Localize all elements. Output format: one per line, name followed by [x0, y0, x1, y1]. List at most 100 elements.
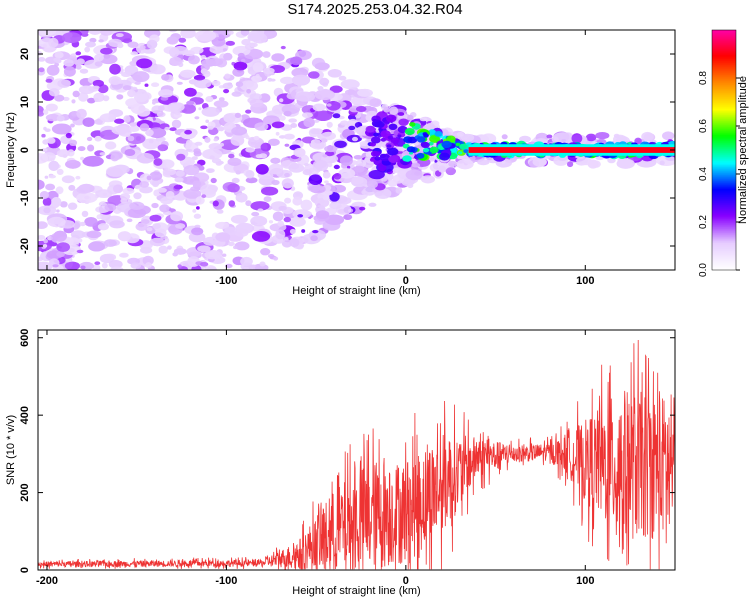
- heatmap-blob: [322, 171, 331, 179]
- heatmap-blob: [272, 211, 284, 222]
- signal-blob: [397, 134, 402, 138]
- colorbar-swatch: [712, 192, 736, 195]
- heatmap-blob: [125, 132, 131, 137]
- heatmap-blob: [595, 132, 610, 140]
- heatmap-blob: [54, 94, 65, 102]
- heatmap-blob: [469, 155, 476, 161]
- heatmap-blob: [310, 185, 326, 194]
- colorbar-swatch: [712, 166, 736, 169]
- signal-blob: [398, 118, 409, 126]
- heatmap-blob: [102, 95, 110, 102]
- signal-blob: [416, 152, 425, 159]
- heatmap-blob: [47, 216, 66, 228]
- heatmap-blob: [45, 113, 60, 122]
- heatmap-blob: [659, 160, 665, 166]
- heatmap-blob: [191, 156, 198, 161]
- colorbar-swatch: [712, 258, 736, 261]
- colorbar-swatch: [712, 36, 736, 39]
- heatmap-blob: [152, 117, 156, 121]
- heatmap-blob: [167, 245, 172, 250]
- heatmap-blob: [211, 37, 226, 47]
- heatmap-blob: [254, 122, 269, 131]
- heatmap-blob: [71, 111, 78, 117]
- colorbar-swatch: [712, 136, 736, 139]
- heatmap-blob: [117, 231, 132, 242]
- heatmap-blob: [245, 109, 252, 114]
- heatmap-blob: [368, 169, 385, 180]
- heatmap-blob: [56, 149, 70, 158]
- heatmap-blob: [200, 54, 206, 60]
- colorbar-swatch: [712, 76, 736, 79]
- signal-blob: [408, 151, 414, 155]
- signal-blob: [390, 137, 400, 144]
- colorbar-swatch: [712, 254, 736, 257]
- colorbar-swatch: [712, 262, 736, 265]
- signal-blob: [402, 155, 412, 162]
- heatmap-blob: [105, 141, 117, 150]
- heatmap-blob: [359, 206, 366, 211]
- heatmap-blob: [63, 59, 75, 67]
- colorbar-swatch: [712, 172, 736, 175]
- heatmap-blob: [350, 98, 363, 105]
- heatmap-blob: [149, 237, 165, 247]
- heatmap-blob: [616, 158, 635, 169]
- snr-frame: [37, 329, 676, 571]
- heatmap-blob: [42, 197, 52, 207]
- heatmap-blob: [329, 192, 340, 202]
- heatmap-blob: [103, 53, 111, 59]
- heatmap-blob: [405, 169, 423, 181]
- heatmap-blob: [84, 217, 98, 227]
- colorbar-swatch: [712, 216, 736, 219]
- colorbar-swatch: [712, 56, 736, 59]
- heatmap-blob: [268, 254, 275, 258]
- heatmap-blob: [291, 74, 311, 86]
- heatmap-blob: [383, 106, 390, 113]
- heatmap-blob: [149, 214, 162, 222]
- heatmap-blob: [157, 105, 165, 112]
- heatmap-blob: [260, 142, 271, 152]
- signal-blob: [407, 136, 418, 144]
- heatmap-blob: [227, 241, 235, 247]
- signal-blob: [387, 135, 394, 140]
- heatmap-blob: [215, 161, 223, 166]
- heatmap-blob: [171, 119, 182, 129]
- heatmap-blob: [219, 142, 224, 147]
- colorbar-swatch: [712, 244, 736, 247]
- heatmap-blob: [196, 206, 200, 210]
- heatmap-blob: [303, 163, 309, 166]
- heatmap-blob: [167, 102, 185, 112]
- heatmap-blob: [94, 61, 103, 67]
- heatmap-blob: [387, 179, 398, 187]
- colorbar-swatch: [712, 228, 736, 231]
- colorbar-swatch: [712, 132, 736, 135]
- colorbar-swatch: [712, 194, 736, 197]
- colorbar-swatch: [712, 210, 736, 213]
- heatmap-blob: [178, 37, 187, 43]
- colorbar-swatch: [712, 118, 736, 121]
- signal-blob: [365, 125, 376, 133]
- signal-blob: [380, 137, 387, 142]
- heatmap-blob: [634, 137, 642, 145]
- signal-blob: [374, 156, 381, 161]
- heatmap-blob: [138, 105, 146, 111]
- heatmap-blob: [136, 152, 155, 164]
- heatmap-blob: [198, 107, 202, 111]
- heatmap-blob: [56, 115, 65, 122]
- colorbar-swatch: [712, 162, 736, 165]
- heatmap-blob: [208, 143, 222, 151]
- heatmap-blob: [585, 133, 597, 142]
- heatmap-blob: [289, 228, 296, 235]
- heatmap-blob: [230, 214, 248, 224]
- heatmap-blob: [177, 264, 182, 269]
- colorbar-swatch: [712, 154, 736, 157]
- colorbar-swatch: [712, 54, 736, 57]
- heatmap-blob: [67, 202, 78, 210]
- heatmap-blob: [231, 126, 248, 136]
- snr-ytick-label: 600: [19, 329, 31, 347]
- heatmap-blob: [357, 88, 373, 97]
- heatmap-blob: [162, 168, 177, 176]
- heatmap-blob: [175, 223, 186, 229]
- heatmap-blob: [245, 135, 250, 140]
- heatmap-blob: [395, 187, 403, 194]
- colorbar-swatch: [712, 116, 736, 119]
